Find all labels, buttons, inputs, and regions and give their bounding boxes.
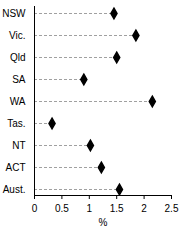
svg-text:0: 0 [32,203,38,214]
svg-text:NT: NT [12,140,25,151]
svg-text:WA: WA [10,96,26,107]
svg-text:2: 2 [141,203,147,214]
svg-text:Tas.: Tas. [7,118,25,129]
svg-text:Vic.: Vic. [9,30,26,41]
svg-text:SA: SA [12,74,26,85]
svg-text:1: 1 [87,203,93,214]
svg-text:Aust.: Aust. [3,184,26,195]
svg-text:2.5: 2.5 [165,203,179,214]
svg-text:ACT: ACT [6,162,26,173]
svg-text:Qld: Qld [10,52,26,63]
svg-text:1.5: 1.5 [110,203,124,214]
svg-text:NSW: NSW [2,8,26,19]
svg-text:0.5: 0.5 [55,203,69,214]
svg-text:%: % [99,217,108,228]
